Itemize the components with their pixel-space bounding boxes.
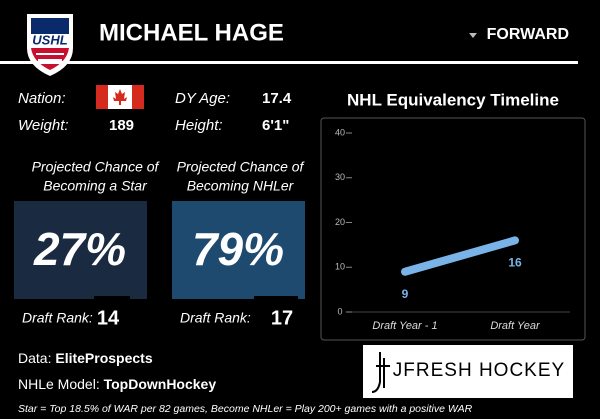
caption: Becoming NHLer — [187, 178, 295, 194]
header-rule — [0, 61, 578, 64]
height-label: Height: — [175, 117, 223, 134]
nation-label: Nation: — [18, 90, 66, 107]
x-tick-label: Draft Year - 1 — [372, 320, 437, 332]
player-name: MICHAEL HAGE — [99, 19, 284, 46]
rank-label: Draft Rank: — [180, 310, 251, 326]
y-tick-label: 30 — [335, 172, 345, 182]
rank: 17 — [271, 307, 293, 329]
line — [401, 236, 519, 276]
plot: 0 10 20 30 40 Draft Year - 1 Draft Year 9 16 — [335, 127, 570, 332]
stat-value: 79% — [192, 223, 284, 275]
league-name: USHL — [32, 32, 67, 47]
brand-box — [363, 345, 573, 398]
caption: Projected Chance of — [177, 159, 306, 175]
model-label: NHLe Model: — [18, 376, 100, 392]
source: Data: EliteProspects — [18, 350, 153, 366]
chart-panel — [320, 117, 586, 341]
x-tick-label: Draft Year — [490, 320, 541, 332]
weight-label: Weight: — [18, 117, 69, 134]
brand-icon — [371, 352, 390, 393]
stat-box — [172, 201, 305, 299]
league-logo: USHL — [27, 14, 73, 76]
value-label: 9 — [402, 287, 409, 301]
caption: Becoming a Star — [43, 178, 148, 194]
rank: 14 — [97, 307, 120, 329]
stat-box — [14, 201, 147, 299]
dy-age-label: DY Age: — [175, 90, 230, 107]
y-tick-label: 10 — [335, 262, 345, 272]
weight: 189 — [109, 117, 134, 134]
rank-label: Draft Rank: — [22, 310, 93, 326]
model-value: TopDownHockey — [104, 376, 217, 392]
rank-tab — [94, 296, 130, 336]
source-value: EliteProspects — [55, 350, 152, 366]
height: 6'1" — [262, 117, 289, 134]
source-label: Data: — [18, 350, 51, 366]
rank-tab — [254, 296, 298, 336]
caption: Projected Chance of — [32, 159, 161, 175]
y-tick-label: 20 — [335, 217, 345, 227]
dy-age: 17.4 — [262, 90, 292, 107]
value-label: 16 — [508, 256, 522, 270]
stat-value: 27% — [33, 223, 126, 275]
model: NHLe Model: TopDownHockey — [18, 376, 216, 392]
chart-title: NHL Equivalency Timeline — [347, 90, 559, 109]
y-tick-label: 0 — [337, 306, 342, 316]
dropdown-arrow[interactable] — [469, 33, 477, 38]
footnote: Star = Top 18.5% of WAR per 82 games, Be… — [18, 403, 473, 415]
flag — [96, 85, 144, 109]
y-tick-label: 40 — [335, 127, 345, 137]
position[interactable]: FORWARD — [487, 26, 569, 43]
brand: JFRESH HOCKEY — [393, 360, 565, 381]
